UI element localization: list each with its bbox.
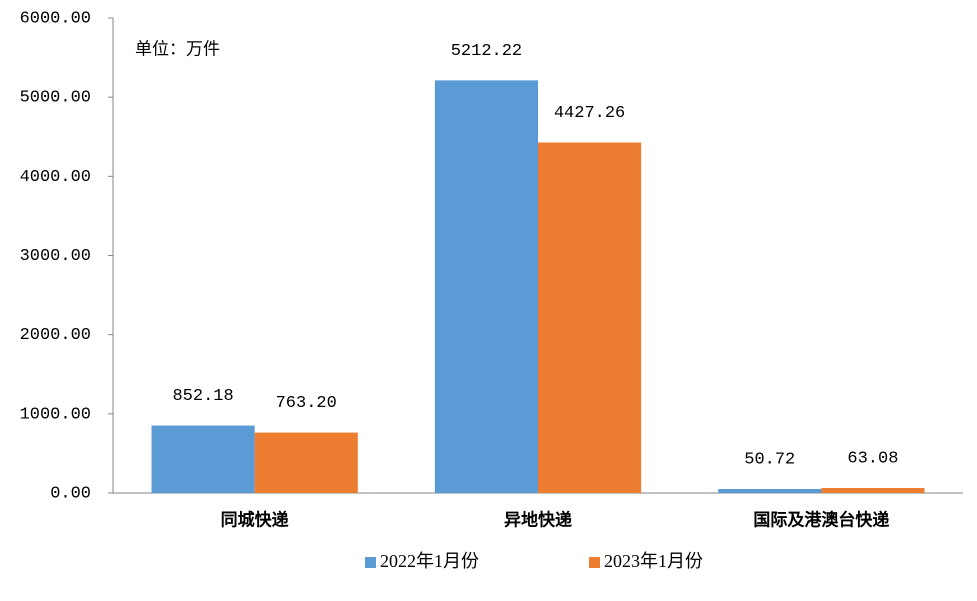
bar (821, 488, 925, 493)
data-label: 4427.26 (554, 104, 625, 123)
x-tick-label: 异地快递 (504, 509, 572, 529)
y-tick-label: 6000.00 (20, 9, 91, 28)
legend-swatch (365, 557, 376, 568)
legend-label: 2023年1月份 (604, 551, 703, 571)
x-tick-label: 同城快递 (221, 509, 289, 529)
data-label: 63.08 (847, 449, 898, 468)
bar (254, 432, 358, 493)
legend-swatch (589, 557, 600, 568)
bar (718, 488, 822, 493)
bar (151, 425, 255, 493)
data-label: 50.72 (744, 450, 795, 469)
y-tick-label: 2000.00 (20, 326, 91, 345)
annotation: 单位：万件 (135, 39, 220, 58)
bar (538, 142, 642, 493)
y-tick-label: 0.00 (50, 484, 91, 503)
x-tick-label: 国际及港澳台快递 (753, 509, 889, 529)
data-label: 852.18 (172, 387, 233, 406)
y-tick-label: 3000.00 (20, 247, 91, 266)
data-label: 763.20 (276, 394, 337, 413)
legend-label: 2022年1月份 (380, 551, 479, 571)
y-tick-label: 1000.00 (20, 405, 91, 424)
y-tick-label: 5000.00 (20, 89, 91, 108)
y-tick-label: 4000.00 (20, 168, 91, 187)
bar (434, 80, 538, 494)
data-label: 5212.22 (451, 42, 522, 61)
